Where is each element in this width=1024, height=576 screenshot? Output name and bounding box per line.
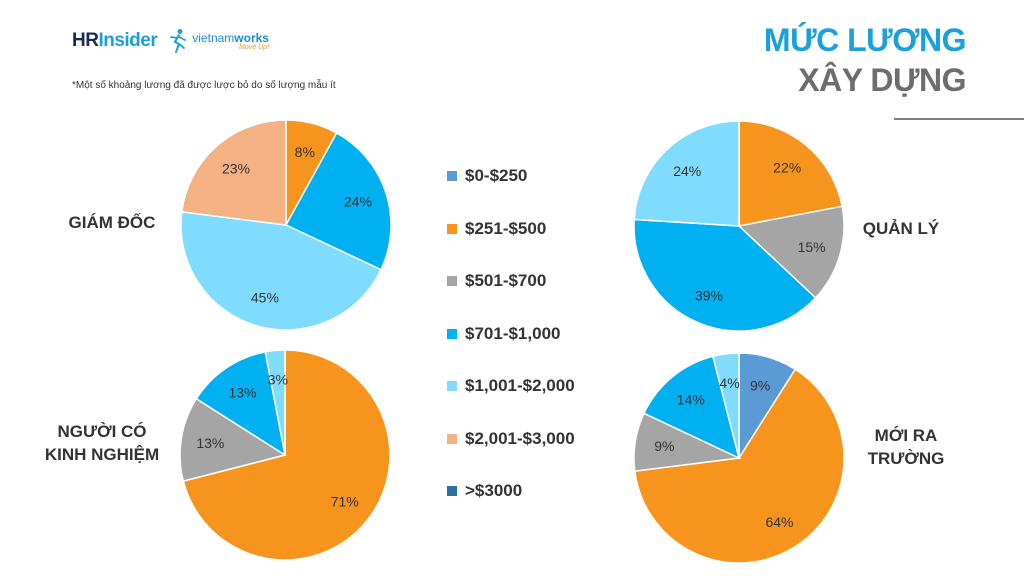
vietnamworks-logo: vietnamworks Move Up! <box>167 28 269 54</box>
data-label: 22% <box>773 160 801 176</box>
label-giam-doc: GIÁM ĐỐC <box>68 213 156 232</box>
page-subtitle: XÂY DỰNG <box>798 62 966 98</box>
pie-slice <box>633 218 817 332</box>
pie-slice <box>182 349 391 561</box>
data-label: 64% <box>765 514 793 530</box>
data-label: 23% <box>222 160 250 176</box>
data-label: 24% <box>344 194 372 210</box>
data-label: 3% <box>268 372 288 388</box>
pie-slice <box>711 352 740 459</box>
data-label: 24% <box>673 163 701 179</box>
data-label: 9% <box>750 377 770 393</box>
legend-label: $701-$1,000 <box>465 323 561 343</box>
pie-chart-nguoi-co-kinh-nghiem: 71% 13% 13% 3% <box>179 349 391 561</box>
legend-label: $0-$250 <box>465 166 528 186</box>
data-label: 71% <box>331 493 359 509</box>
data-label: 14% <box>677 392 705 408</box>
data-label: 39% <box>695 287 723 303</box>
pie-slice <box>179 397 287 483</box>
hrinsider-logo: HRInsider <box>72 30 158 51</box>
legend-swatch <box>447 276 457 287</box>
legend-item: $251-$500 <box>447 203 575 256</box>
legend: $0-$250 $251-$500 $501-$700 $701-$1,000 $1,0… <box>447 150 575 518</box>
hrinsider-vietnamworks-logo: HRInsider vietnamworks Move Up! <box>72 26 269 56</box>
legend-item: $2,001-$3,000 <box>447 413 575 466</box>
legend-swatch <box>447 433 457 444</box>
pie-chart-quan-ly: 22% 15% 39% 24% <box>633 120 845 332</box>
legend-item: >$3000 <box>447 465 575 518</box>
data-label: 15% <box>798 239 826 255</box>
footnote: *Một số khoảng lương đã được lược bỏ do … <box>72 80 336 91</box>
data-label: 9% <box>654 438 674 454</box>
legend-label: $2,001-$3,000 <box>465 428 575 448</box>
label-nguoi-co-kinh-nghiem: NGƯỜI CÓ KINH NGHIỆM <box>44 422 160 464</box>
legend-swatch <box>447 328 457 339</box>
data-label: 13% <box>196 435 224 451</box>
pie-slice <box>642 355 741 460</box>
label-moi-ra-truong: MỚI RA TRƯỜNG <box>867 426 945 468</box>
pie-slice <box>180 119 287 226</box>
data-label: 45% <box>251 290 279 306</box>
pie-slice <box>633 120 740 227</box>
label-quan-ly: QUẢN LÝ <box>862 219 940 238</box>
pie-chart-moi-ra-truong: 9% 64% 9% 14% 4% <box>633 352 845 564</box>
pie-slice <box>264 349 286 456</box>
legend-item: $0-$250 <box>447 150 575 203</box>
legend-item: $701-$1,000 <box>447 308 575 361</box>
data-label: 8% <box>295 144 315 160</box>
legend-swatch <box>447 486 457 497</box>
pie-slice <box>284 131 392 271</box>
pie-slice <box>737 205 845 299</box>
legend-swatch <box>447 171 457 182</box>
title-divider <box>894 118 1024 120</box>
legend-label: $1,001-$2,000 <box>465 376 575 396</box>
pie-slice <box>738 120 844 227</box>
pie-slice <box>180 211 383 331</box>
legend-label: $501-$700 <box>465 271 547 291</box>
pie-chart-giam-doc: 8% 24% 45% 23% <box>180 119 392 331</box>
legend-item: $1,001-$2,000 <box>447 360 575 413</box>
runner-icon <box>170 29 187 53</box>
data-label: 13% <box>228 384 256 400</box>
legend-label: $251-$500 <box>465 218 547 238</box>
legend-swatch <box>447 223 457 234</box>
legend-swatch <box>447 381 457 392</box>
pie-slice <box>195 350 287 457</box>
legend-label: >$3000 <box>465 481 523 501</box>
data-label: 4% <box>719 375 739 391</box>
page-title: MỨC LƯƠNG <box>763 22 967 58</box>
legend-item: $501-$700 <box>447 255 575 308</box>
pie-slice <box>633 368 845 564</box>
